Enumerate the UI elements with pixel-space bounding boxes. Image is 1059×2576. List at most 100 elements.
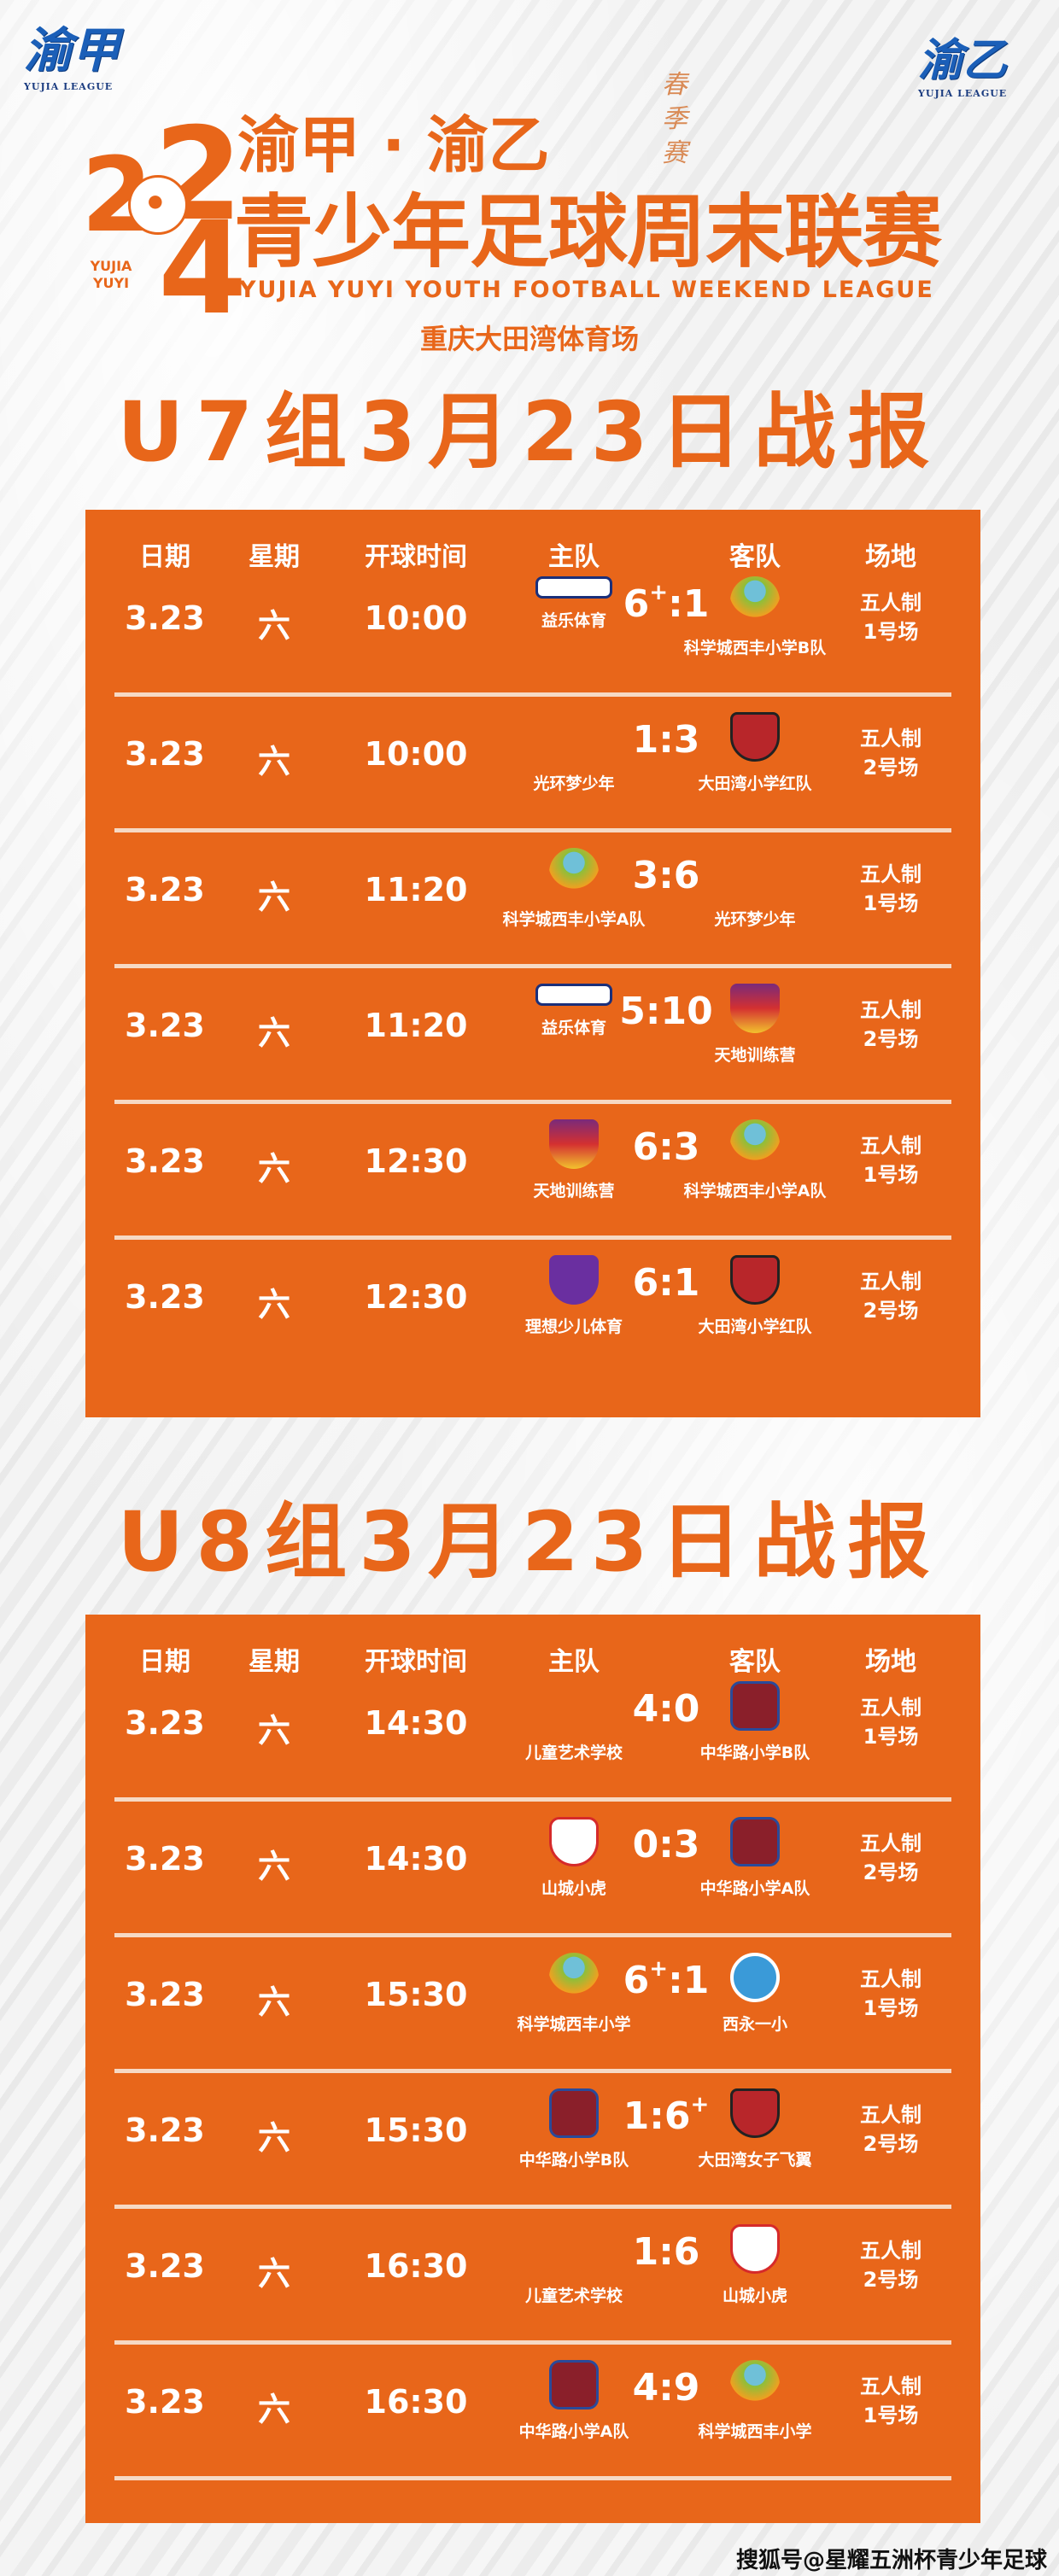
- match-date: 3.23: [125, 1278, 205, 1316]
- match-row: 3.23 六 11:20 益乐体育 5:10 天地训练营 五人制 2号场: [85, 968, 980, 1104]
- match-score: 6+:1: [623, 580, 710, 626]
- kickoff-time: 10:00: [364, 735, 468, 773]
- match-weekday: 六: [257, 1286, 291, 1323]
- match-venue: 五人制 2号场: [860, 724, 922, 782]
- match-score: 6+:1: [623, 1956, 710, 2002]
- yujia-yuyi-label: YUJIA YUYI: [90, 258, 132, 291]
- venue-format: 五人制: [860, 862, 922, 886]
- home-team: 山城小虎: [480, 1817, 668, 1899]
- shield-badge-icon: [730, 2088, 780, 2138]
- home-score: 1: [632, 718, 659, 762]
- home-score: 6: [632, 1125, 659, 1169]
- year-digit: 4: [158, 195, 248, 343]
- away-team: 科学城西丰小学A队: [661, 1119, 849, 1201]
- venue-pitch: 1号场: [863, 1725, 919, 1749]
- away-team-name: 科学城西丰小学: [698, 2422, 812, 2441]
- venue-format: 五人制: [860, 1967, 922, 1991]
- home-team-name: 益乐体育: [541, 611, 606, 630]
- match-venue: 五人制 1号场: [860, 2372, 922, 2430]
- home-team: 中华路小学A队: [480, 2360, 668, 2442]
- table-header: 日期 星期 开球时间 主队 客队 场地: [85, 535, 980, 587]
- kickoff-time: 15:30: [364, 1976, 468, 2013]
- venue-pitch: 2号场: [863, 1860, 919, 1884]
- home-score: 0: [632, 1823, 659, 1866]
- match-weekday: 六: [257, 1712, 291, 1749]
- home-team-name: 中华路小学A队: [518, 2422, 629, 2441]
- venue-format: 五人制: [860, 2374, 922, 2398]
- match-row: 3.23 六 16:30 儿童艺术学校 1:6 山城小虎 五人制 2号场: [85, 2209, 980, 2345]
- match-row: 3.23 六 12:30 天地训练营 6:3 科学城西丰小学A队 五人制 1号场: [85, 1104, 980, 1240]
- match-row: 3.23 六 15:30 科学城西丰小学 6+:1 西永一小 五人制 1号场: [85, 1937, 980, 2073]
- home-team: 天地训练营: [480, 1119, 668, 1201]
- match-row: 3.23 六 15:30 中华路小学B队 1:6+ 大田湾女子飞翼 五人制 2号场: [85, 2073, 980, 2209]
- away-score-marker: +: [690, 2092, 710, 2117]
- match-weekday: 六: [257, 743, 291, 780]
- away-team: 大田湾小学红队: [661, 1255, 849, 1337]
- match-date: 3.23: [125, 2247, 205, 2285]
- match-weekday: 六: [257, 2255, 291, 2293]
- yuyi-logo-text: 渝乙: [918, 34, 1008, 86]
- match-date: 3.23: [125, 871, 205, 908]
- match-row: 3.23 六 14:30 山城小虎 0:3 中华路小学A队 五人制 2号场: [85, 1802, 980, 1937]
- match-date: 3.23: [125, 1976, 205, 2013]
- match-score: 3:6: [632, 854, 700, 897]
- match-date: 3.23: [125, 1142, 205, 1180]
- school-crest-badge-icon: [549, 2088, 599, 2138]
- match-date: 3.23: [125, 1840, 205, 1878]
- home-score: 6: [632, 1261, 659, 1305]
- kickoff-time: 14:30: [364, 1840, 468, 1878]
- match-weekday: 六: [257, 1848, 291, 1885]
- year-2024-emblem: 2 2 4 YUJIA YUYI: [81, 111, 247, 333]
- tree-badge-icon: [549, 1953, 599, 2002]
- match-date: 3.23: [125, 2112, 205, 2149]
- mountain-shield-badge-icon: [549, 1817, 599, 1866]
- match-weekday: 六: [257, 2391, 291, 2428]
- match-row: 3.23 六 11:20 科学城西丰小学A队 3:6 光环梦少年 五人制 1号场: [85, 832, 980, 968]
- watermark-text: 搜狐号@星耀五洲杯青少年足球: [735, 2548, 1047, 2573]
- away-team: 科学城西丰小学B队: [661, 576, 849, 658]
- yujia-logo-text: 渝甲: [24, 22, 120, 79]
- home-score: 4: [632, 1687, 659, 1731]
- match-venue: 五人制 2号场: [860, 1267, 922, 1325]
- yujia-yuyi-logo-icon: [730, 848, 780, 897]
- tree-badge-icon: [730, 2360, 780, 2410]
- venue-pitch: 1号场: [863, 1163, 919, 1187]
- kickoff-time: 15:30: [364, 2112, 468, 2149]
- home-score: 4: [632, 2366, 659, 2410]
- away-team: 大田湾小学红队: [661, 712, 849, 794]
- match-venue: 五人制 2号场: [860, 2100, 922, 2158]
- match-venue: 五人制 2号场: [860, 1829, 922, 1887]
- home-team: 儿童艺术学校: [480, 2224, 668, 2306]
- column-header-kickoff-time: 开球时间: [365, 542, 467, 572]
- venue-name: 重庆大田湾体育场: [419, 323, 639, 355]
- match-row: 3.23 六 16:30 中华路小学A队 4:9 科学城西丰小学 五人制 1号场: [85, 2345, 980, 2480]
- football-icon: [128, 175, 188, 235]
- home-team-name: 儿童艺术学校: [524, 2287, 623, 2305]
- tree-badge-icon: [730, 1119, 780, 1169]
- kickoff-time: 11:20: [364, 1007, 468, 1044]
- tree-badge-icon: [549, 848, 599, 897]
- home-team: 中华路小学B队: [480, 2088, 668, 2170]
- home-team-name: 科学城西丰小学A队: [502, 910, 646, 929]
- match-venue: 五人制 1号场: [860, 860, 922, 918]
- home-team-name: 儿童艺术学校: [524, 1744, 623, 1762]
- home-score: 5: [619, 990, 646, 1033]
- home-score-marker: +: [649, 1956, 669, 1982]
- group-title-u8: U8组3月23日战报: [117, 1494, 942, 1590]
- home-score: 1: [623, 2094, 650, 2138]
- away-score: 1: [682, 582, 710, 626]
- away-team: 大田湾女子飞翼: [661, 2088, 849, 2170]
- away-team-name: 大田湾小学红队: [698, 774, 812, 793]
- match-venue: 五人制 1号场: [860, 1131, 922, 1189]
- venue-format: 五人制: [860, 1696, 922, 1720]
- yile-sport-badge-icon: [535, 576, 612, 599]
- match-score: 1:6: [632, 2230, 700, 2274]
- venue-format: 五人制: [860, 1134, 922, 1158]
- away-team-name: 大田湾女子飞翼: [698, 2151, 812, 2170]
- away-score: 6: [673, 2230, 700, 2274]
- away-team-name: 科学城西丰小学B队: [683, 639, 827, 657]
- away-score: 3: [673, 718, 700, 762]
- venue-pitch: 2号场: [863, 756, 919, 780]
- home-team-name: 光环梦少年: [533, 774, 615, 793]
- away-score: 6: [664, 2094, 691, 2138]
